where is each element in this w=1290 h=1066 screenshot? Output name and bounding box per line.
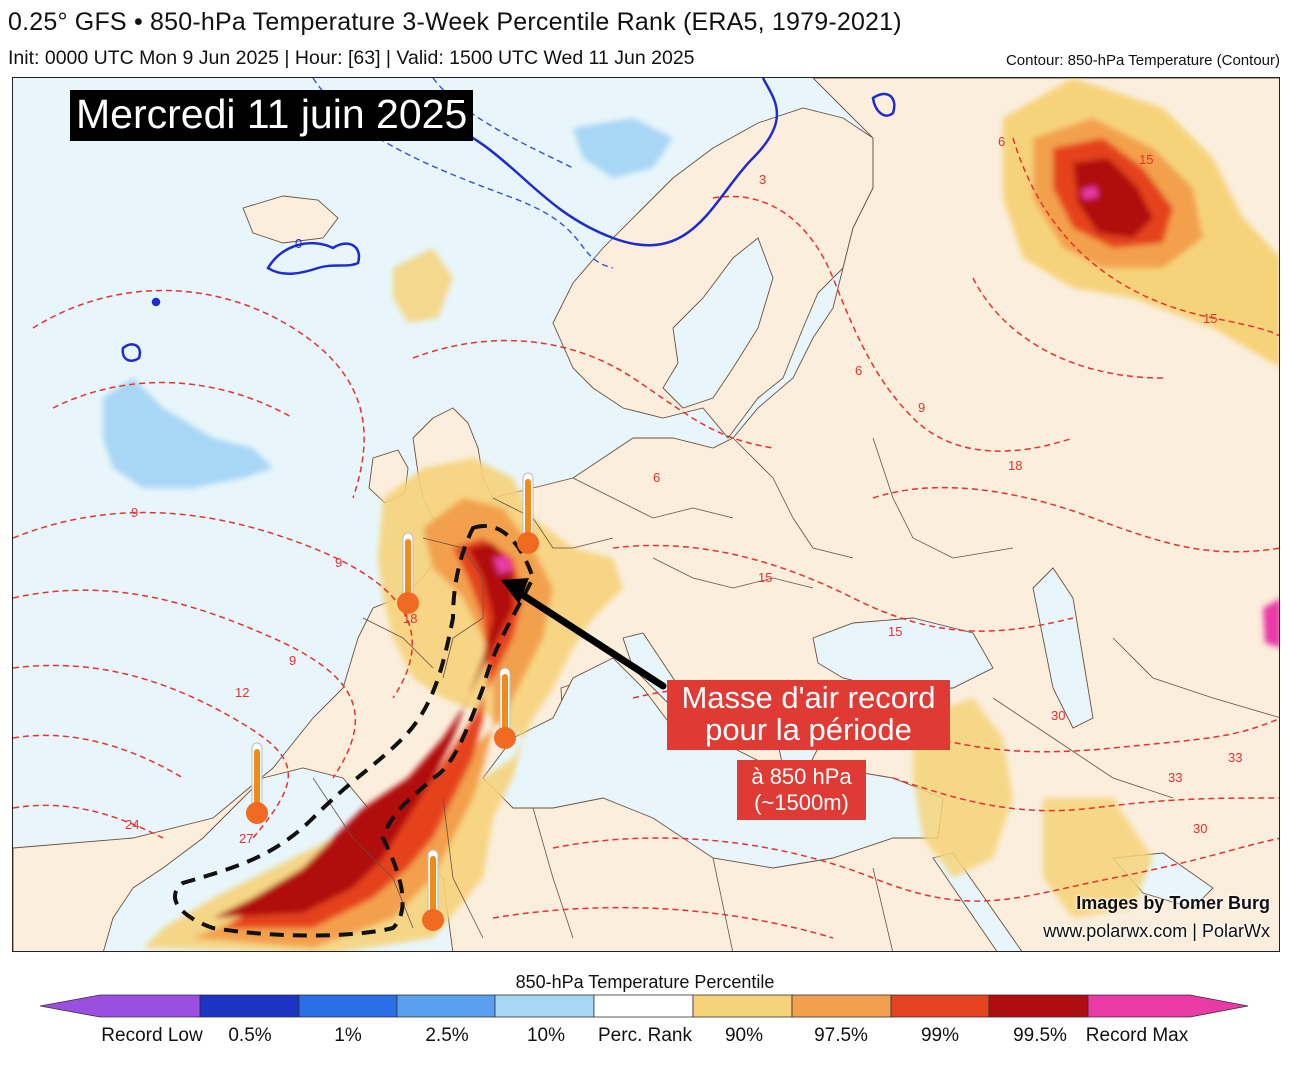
contour-label: 9	[131, 505, 138, 520]
contour-label: 15	[758, 570, 772, 585]
legend-label: 90%	[724, 1025, 764, 1046]
legend-label: 97.5%	[814, 1025, 868, 1046]
contour-label: 0	[295, 236, 302, 251]
contour-label: 30	[1051, 708, 1065, 723]
thermometer-icons	[246, 472, 539, 931]
contour-note: Contour: 850-hPa Temperature (Contour)	[1005, 52, 1280, 69]
iceland	[242, 195, 339, 244]
legend-swatch	[298, 994, 398, 1018]
thermometer-icon	[246, 742, 268, 824]
shade-995-core	[213, 543, 513, 918]
run-info: Init: 0000 UTC Mon 9 Jun 2025 | Hour: [6…	[8, 47, 695, 69]
thermometer-icon	[397, 532, 419, 614]
shade-russia-995	[1073, 158, 1153, 238]
shade-iceland-area	[393, 248, 453, 323]
annotation-arrow	[501, 578, 667, 690]
contour-label: 33	[1228, 750, 1242, 765]
baltic-sea	[662, 237, 774, 409]
callout-line-1: Masse d'air record	[681, 680, 936, 715]
country-borders	[312, 437, 1279, 951]
contour-label: 9	[289, 653, 296, 668]
shade-record-max-east	[1263, 599, 1279, 648]
legend-swatch	[199, 994, 300, 1018]
thermometer-icon	[517, 472, 539, 554]
contour-labels: 9 9 9 12 18 24 27 30 33 33 30 15 15 15 1…	[125, 134, 1242, 846]
contour-label: 9	[335, 555, 342, 570]
credit-author: Images by Tomer Burg	[1076, 893, 1270, 913]
contour-label: 3	[759, 172, 766, 187]
caspian-sea	[1032, 567, 1094, 729]
contour-label: 12	[235, 685, 249, 700]
legend-label: Perc. Rank	[598, 1025, 692, 1046]
legend-label: 99%	[920, 1025, 960, 1046]
date-banner: Mercredi 11 juin 2025	[70, 90, 474, 141]
legend-swatch	[692, 994, 793, 1018]
shade-arabia	[1043, 798, 1153, 918]
legend-colorbar	[40, 994, 1249, 1018]
altitude-line-1: à 850 hPa	[751, 764, 852, 789]
contour-label: 33	[1168, 770, 1182, 785]
shade-cold-norway-sea	[573, 118, 673, 178]
contour-label: 18	[1008, 458, 1022, 473]
legend-swatch-record-low	[40, 994, 201, 1018]
legend-label: 2.5%	[425, 1025, 469, 1046]
contour-label: 24	[125, 817, 139, 832]
legend-labels: Record Low 0.5% 1% 2.5% 10% Perc. Rank 9…	[0, 1025, 1290, 1051]
shade-record-max-dot	[493, 556, 513, 574]
chart-title: 0.25° GFS • 850-hPa Temperature 3-Week P…	[8, 8, 902, 36]
weather-map: 9 9 9 12 18 24 27 30 33 33 30 15 15 15 1…	[12, 77, 1280, 952]
legend-swatch	[396, 994, 496, 1018]
record-air-mass-callout: Masse d'air record pour la période	[667, 680, 950, 750]
thermometer-icon	[422, 849, 444, 931]
contour-label: 6	[998, 134, 1005, 149]
legend-swatch	[593, 994, 694, 1018]
contour-label: 15	[888, 624, 902, 639]
legend-swatch	[988, 994, 1089, 1018]
legend-label: 0.5%	[228, 1025, 272, 1046]
legend-swatch-record-max	[1087, 994, 1249, 1018]
contour-label: 30	[1193, 821, 1207, 836]
contour-label: 18	[403, 611, 417, 626]
legend-title: 850-hPa Temperature Percentile	[515, 972, 775, 992]
shade-cold-atlantic	[103, 378, 273, 488]
shade-record-max-dot-2	[1081, 186, 1099, 200]
thermometer-icon	[494, 667, 516, 749]
altitude-callout: à 850 hPa (~1500m)	[737, 760, 866, 820]
legend-swatch	[791, 994, 892, 1018]
legend-label: 99.5%	[1013, 1025, 1067, 1046]
legend-swatch	[494, 994, 595, 1018]
altitude-line-2: (~1500m)	[754, 790, 849, 815]
legend-label: 10%	[526, 1025, 566, 1046]
legend-label: Record Max	[1085, 1025, 1189, 1046]
map-canvas: 9 9 9 12 18 24 27 30 33 33 30 15 15 15 1…	[13, 78, 1279, 951]
black-sea	[812, 617, 994, 691]
legend-swatch	[890, 994, 990, 1018]
callout-line-2: pour la période	[705, 712, 912, 747]
credit-website: www.polarwx.com | PolarWx	[1043, 921, 1270, 941]
contour-label: 6	[653, 470, 660, 485]
contour-label: 9	[918, 400, 925, 415]
legend-label: 1%	[334, 1025, 362, 1046]
contour-label: 15	[1203, 311, 1217, 326]
contour-label: 6	[855, 363, 862, 378]
legend-label: Record Low	[101, 1025, 203, 1046]
contour-label: 15	[1139, 152, 1153, 167]
contour-label: 27	[239, 831, 253, 846]
